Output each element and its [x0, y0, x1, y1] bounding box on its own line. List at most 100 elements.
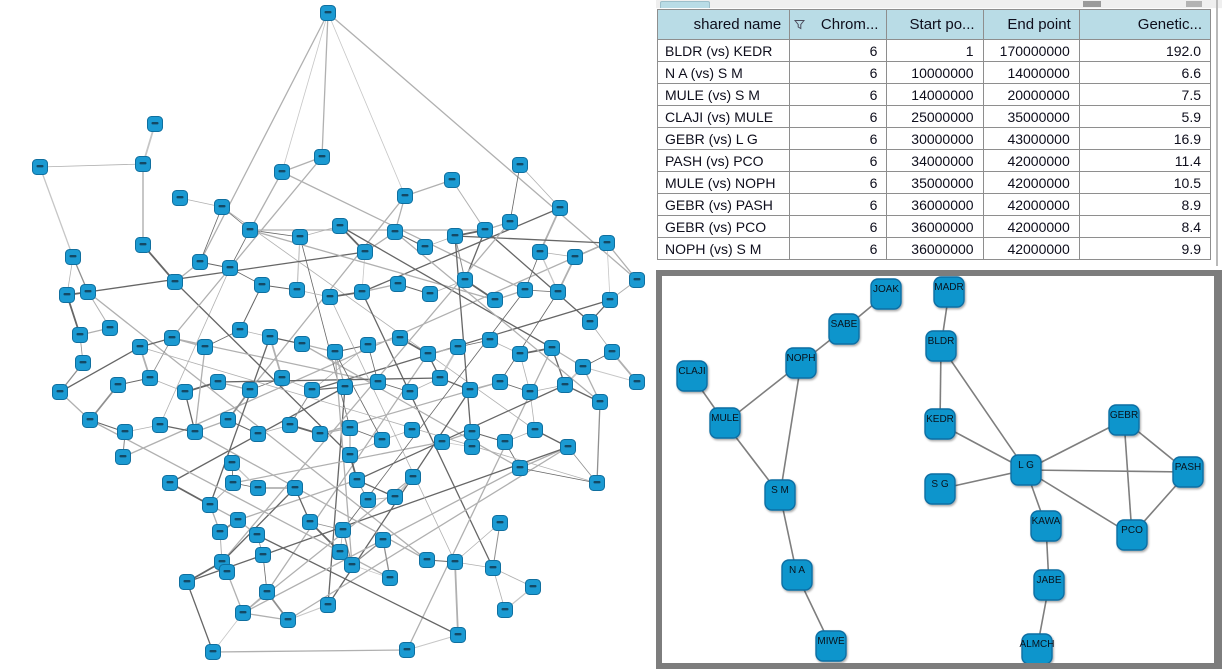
network-node[interactable] [142, 370, 158, 386]
network-node[interactable] [224, 455, 240, 471]
network-node[interactable] [255, 547, 271, 563]
small-network-canvas[interactable]: JOAK MADR SABE NOPH BLDR CLAJI MULE KEDR GEBR L G… [662, 276, 1214, 663]
network-node[interactable] [544, 340, 560, 356]
network-node[interactable] [202, 497, 218, 513]
network-node-almch[interactable]: ALMCH [1019, 633, 1055, 663]
network-node[interactable] [477, 222, 493, 238]
network-node[interactable] [360, 492, 376, 508]
network-node[interactable] [219, 564, 235, 580]
network-node[interactable] [397, 188, 413, 204]
network-node-pco[interactable]: PCO [1116, 519, 1148, 551]
network-node[interactable] [462, 382, 478, 398]
network-node[interactable] [167, 274, 183, 290]
network-node[interactable] [392, 330, 408, 346]
network-node[interactable] [405, 469, 421, 485]
table-row[interactable]: GEBR (vs) L G 6 30000000 43000000 16.9 [656, 127, 1212, 150]
network-node[interactable] [485, 560, 501, 576]
network-node[interactable] [59, 287, 75, 303]
network-node[interactable] [582, 314, 598, 330]
network-node[interactable] [402, 384, 418, 400]
column-header-start-po---[interactable]: Start po... [886, 9, 984, 40]
network-node[interactable] [242, 222, 258, 238]
column-header-end-point[interactable]: End point [982, 9, 1080, 40]
network-node[interactable] [292, 229, 308, 245]
network-node[interactable] [250, 426, 266, 442]
network-node[interactable] [390, 276, 406, 292]
network-node[interactable] [52, 384, 68, 400]
large-network-canvas[interactable] [0, 0, 656, 669]
network-node[interactable] [387, 224, 403, 240]
network-node[interactable] [492, 515, 508, 531]
network-node[interactable] [450, 339, 466, 355]
network-node-kedr[interactable]: KEDR [924, 408, 956, 440]
network-node-sabe[interactable]: SABE [828, 313, 860, 345]
network-node[interactable] [487, 292, 503, 308]
network-node[interactable] [294, 336, 310, 352]
network-node[interactable] [592, 394, 608, 410]
network-node[interactable] [374, 432, 390, 448]
network-node[interactable] [232, 322, 248, 338]
network-node[interactable] [629, 374, 645, 390]
network-node[interactable] [72, 327, 88, 343]
network-node[interactable] [135, 156, 151, 172]
network-node[interactable] [399, 642, 415, 658]
network-node[interactable] [262, 329, 278, 345]
network-node[interactable] [230, 512, 246, 528]
network-node-claji[interactable]: CLAJI [676, 360, 708, 392]
network-node[interactable] [552, 200, 568, 216]
network-node[interactable] [304, 382, 320, 398]
network-node[interactable] [464, 424, 480, 440]
network-node[interactable] [212, 524, 228, 540]
network-node-s-m[interactable]: S M [764, 479, 796, 511]
network-node[interactable] [320, 5, 336, 21]
network-node[interactable] [65, 249, 81, 265]
network-node[interactable] [177, 384, 193, 400]
table-row[interactable]: PASH (vs) PCO 6 34000000 42000000 11.4 [656, 149, 1212, 172]
network-node[interactable] [447, 228, 463, 244]
network-node[interactable] [354, 284, 370, 300]
network-node[interactable] [225, 475, 241, 491]
network-node[interactable] [152, 417, 168, 433]
network-node[interactable] [482, 332, 498, 348]
network-node[interactable] [197, 339, 213, 355]
network-node[interactable] [102, 320, 118, 336]
network-node[interactable] [289, 282, 305, 298]
network-node[interactable] [335, 522, 351, 538]
table-row[interactable]: MULE (vs) S M 6 14000000 20000000 7.5 [656, 83, 1212, 106]
network-node[interactable] [132, 339, 148, 355]
network-node-joak[interactable]: JOAK [870, 278, 902, 310]
network-node[interactable] [604, 344, 620, 360]
network-node-l-g[interactable]: L G [1010, 454, 1042, 486]
network-node[interactable] [312, 426, 328, 442]
network-node[interactable] [567, 249, 583, 265]
network-node[interactable] [560, 439, 576, 455]
network-node[interactable] [192, 254, 208, 270]
network-node-n-a[interactable]: N A [781, 559, 813, 591]
network-node[interactable] [259, 584, 275, 600]
network-node[interactable] [187, 424, 203, 440]
network-node[interactable] [235, 605, 251, 621]
network-node[interactable] [314, 149, 330, 165]
network-node[interactable] [360, 337, 376, 353]
network-node[interactable] [327, 344, 343, 360]
network-node-pash[interactable]: PASH [1172, 456, 1204, 488]
network-node[interactable] [337, 379, 353, 395]
network-node[interactable] [450, 627, 466, 643]
network-node[interactable] [417, 239, 433, 255]
table-row[interactable]: N A (vs) S M 6 10000000 14000000 6.6 [656, 61, 1212, 84]
network-node[interactable] [342, 420, 358, 436]
network-node[interactable] [147, 116, 163, 132]
network-node[interactable] [492, 374, 508, 390]
network-node[interactable] [164, 330, 180, 346]
network-node[interactable] [432, 370, 448, 386]
network-node[interactable] [349, 472, 365, 488]
table-row[interactable]: GEBR (vs) PASH 6 36000000 42000000 8.9 [656, 193, 1212, 216]
table-row[interactable]: NOPH (vs) S M 6 36000000 42000000 9.9 [656, 237, 1212, 260]
table-row[interactable]: MULE (vs) NOPH 6 35000000 42000000 10.5 [656, 171, 1212, 194]
network-node[interactable] [420, 346, 436, 362]
network-node[interactable] [274, 370, 290, 386]
network-node[interactable] [602, 292, 618, 308]
network-node-mule[interactable]: MULE [709, 407, 741, 439]
network-node[interactable] [527, 422, 543, 438]
network-node[interactable] [375, 532, 391, 548]
